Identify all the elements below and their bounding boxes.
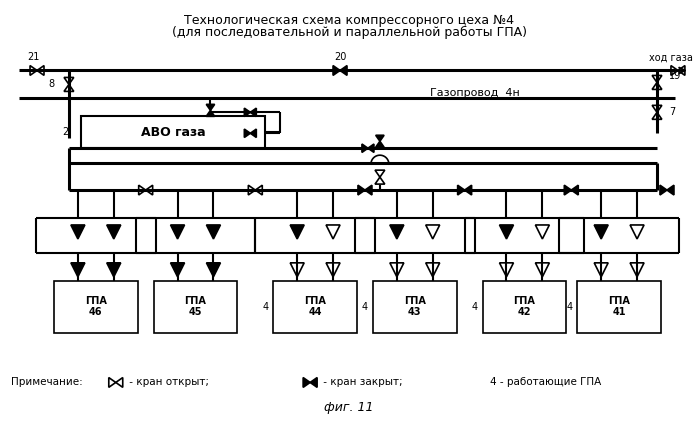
Bar [482, 281, 566, 333]
Bar [273, 281, 357, 333]
Polygon shape [376, 135, 384, 141]
Text: 4: 4 [566, 302, 572, 312]
Polygon shape [206, 110, 215, 116]
Text: Технологическая схема компрессорного цеха №4: Технологическая схема компрессорного цех… [184, 14, 514, 27]
Polygon shape [245, 108, 250, 116]
Polygon shape [571, 185, 578, 195]
Polygon shape [245, 129, 250, 137]
Polygon shape [206, 225, 220, 239]
Text: ГПА
41: ГПА 41 [608, 296, 630, 318]
Polygon shape [71, 263, 85, 277]
Polygon shape [465, 185, 472, 195]
Polygon shape [303, 377, 310, 387]
Text: ГПА
46: ГПА 46 [85, 296, 107, 318]
Text: ГПА
42: ГПА 42 [514, 296, 535, 318]
Text: (для последовательной и параллельной работы ГПА): (для последовательной и параллельной раб… [171, 26, 526, 39]
Text: АВО газа: АВО газа [140, 126, 206, 139]
Polygon shape [362, 144, 368, 152]
Bar [81, 116, 266, 148]
Polygon shape [376, 141, 384, 147]
Text: - кран открыт;: - кран открыт; [126, 377, 209, 387]
Polygon shape [564, 185, 571, 195]
Polygon shape [333, 65, 340, 75]
Text: Газопровод  4н: Газопровод 4н [430, 89, 519, 98]
Polygon shape [310, 377, 317, 387]
Text: 7: 7 [669, 107, 675, 117]
Text: 4: 4 [471, 302, 477, 312]
Bar [373, 281, 456, 333]
Text: ГПА
45: ГПА 45 [185, 296, 206, 318]
Text: 4 - работающие ГПА: 4 - работающие ГПА [489, 377, 601, 387]
Text: Примечание:: Примечание: [11, 377, 83, 387]
Text: 19: 19 [669, 71, 682, 81]
Text: 4: 4 [262, 302, 268, 312]
Polygon shape [171, 225, 185, 239]
Text: 4: 4 [362, 302, 368, 312]
Polygon shape [358, 185, 365, 195]
Polygon shape [500, 225, 514, 239]
Polygon shape [290, 225, 304, 239]
Polygon shape [660, 185, 667, 195]
Bar [154, 281, 238, 333]
Text: 21: 21 [27, 53, 39, 62]
Polygon shape [206, 104, 215, 110]
Polygon shape [667, 185, 674, 195]
Polygon shape [365, 185, 372, 195]
Text: ГПА
43: ГПА 43 [404, 296, 426, 318]
Polygon shape [206, 263, 220, 277]
Polygon shape [594, 225, 608, 239]
Polygon shape [171, 263, 185, 277]
Text: фиг. 11: фиг. 11 [324, 401, 374, 414]
Text: ГПА
44: ГПА 44 [304, 296, 326, 318]
Bar [54, 281, 138, 333]
Polygon shape [250, 129, 257, 137]
Polygon shape [340, 65, 347, 75]
Polygon shape [390, 225, 404, 239]
Text: - кран закрыт;: - кран закрыт; [320, 377, 403, 387]
Polygon shape [250, 108, 257, 116]
Polygon shape [107, 225, 121, 239]
Polygon shape [368, 144, 374, 152]
Bar [577, 281, 661, 333]
Text: 8: 8 [49, 80, 55, 89]
Polygon shape [458, 185, 465, 195]
Polygon shape [71, 225, 85, 239]
Polygon shape [107, 263, 121, 277]
Text: ход газа: ход газа [649, 53, 693, 62]
Text: 20: 20 [334, 53, 346, 62]
Text: 2: 2 [63, 127, 69, 137]
